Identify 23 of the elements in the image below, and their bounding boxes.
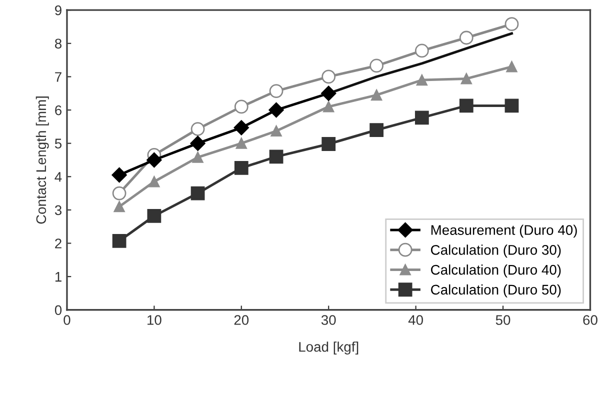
y-axis-title: Contact Length [mm] (36, 96, 49, 224)
y-tick-label: 5 (54, 138, 62, 148)
y-tick-label: 3 (54, 205, 62, 216)
x-tick-label: 30 (321, 315, 336, 325)
y-tick-label: 2 (55, 238, 62, 248)
legend-label: Measurement (Duro 40) (431, 224, 577, 238)
legend-label: Calculation (Duro 40) (431, 264, 561, 278)
x-tick-label: 0 (64, 315, 70, 325)
x-tick-label: 20 (234, 315, 249, 325)
y-tick-label: 8 (54, 38, 62, 49)
legend-label: Calculation (Duro 30) (431, 244, 561, 258)
y-tick-label: 6 (55, 105, 62, 116)
x-axis-title: Load [kgf] (299, 342, 358, 355)
x-tick-label: 10 (148, 315, 162, 325)
y-tick-label: 7 (55, 72, 62, 82)
x-tick-label: 60 (583, 315, 598, 325)
x-tick-label: 40 (408, 315, 423, 325)
x-tick-label: 50 (496, 315, 510, 325)
y-tick-label: 9 (55, 5, 62, 16)
y-tick-label: 1 (55, 272, 62, 282)
y-tick-label: 4 (54, 172, 62, 182)
y-tick-label: 0 (54, 305, 62, 316)
legend-label: Calculation (Duro 50) (431, 284, 561, 298)
